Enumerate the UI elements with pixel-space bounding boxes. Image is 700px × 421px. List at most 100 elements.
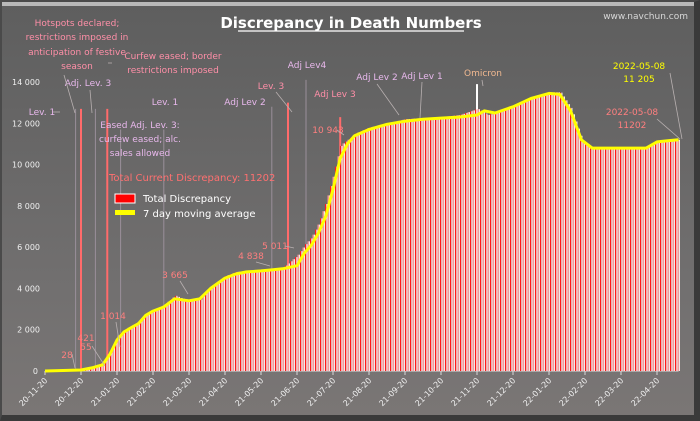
bar-gap (348, 139, 350, 371)
bar-gap (658, 140, 660, 371)
bar-gap (586, 142, 588, 371)
bar-gap (361, 131, 363, 371)
bar (137, 322, 139, 371)
bar-gap (566, 100, 568, 371)
bar (165, 303, 167, 371)
bar-gap (338, 156, 340, 371)
bar-gap (436, 117, 438, 371)
bar-gap (561, 92, 563, 371)
event-label: Curfew eased; border (124, 52, 222, 62)
bar-gap (651, 145, 653, 371)
bar-gap (323, 211, 325, 371)
bar-gap (273, 268, 275, 371)
bar (312, 234, 314, 371)
leader-line (481, 79, 484, 87)
bar (185, 299, 187, 371)
x-tick-label: 21-08-20 (341, 376, 373, 408)
bar-gap (391, 122, 393, 371)
bar (615, 148, 617, 371)
bar-gap (641, 148, 643, 371)
bar-gap (498, 111, 500, 372)
bar (255, 270, 257, 371)
bar-gap (433, 117, 435, 371)
bar-gap (343, 143, 345, 371)
bar (512, 106, 514, 371)
bar (467, 112, 469, 372)
bar-gap (288, 263, 290, 371)
bar (627, 148, 629, 371)
moving-average-line (44, 91, 679, 373)
bar-gap (351, 137, 353, 371)
bar-gap (611, 148, 613, 371)
x-tick-label: 21-04-20 (197, 376, 229, 408)
bar-gap (106, 358, 108, 371)
bar (200, 299, 202, 371)
bar (405, 119, 407, 372)
bar-gap (623, 148, 625, 371)
bar-gap (656, 142, 658, 371)
event-label: anticipation of festive (28, 48, 126, 58)
bar-gap (98, 364, 100, 371)
bar-gap (266, 269, 268, 371)
bar (290, 261, 292, 371)
bar (625, 148, 627, 371)
bar-gap (648, 147, 650, 371)
bar (332, 176, 334, 371)
bar-gap (546, 93, 548, 371)
bar (482, 111, 484, 371)
bar (602, 148, 604, 371)
bar (327, 195, 329, 371)
bar-gap (291, 261, 293, 371)
bar-gap (336, 166, 338, 371)
event-label: Adj Lev 2 (224, 98, 265, 108)
bar-gap (423, 118, 425, 371)
bar (107, 354, 109, 371)
bar (237, 271, 239, 371)
value-label: 3 665 (162, 271, 188, 281)
bar (587, 144, 589, 371)
leader-line (419, 81, 423, 119)
bar (517, 104, 519, 371)
bar (257, 270, 259, 371)
bar-gap (171, 299, 173, 371)
bar (177, 296, 179, 371)
bar-gap (151, 311, 153, 371)
bar-gap (301, 251, 303, 371)
bar (655, 142, 657, 371)
bar (465, 112, 467, 371)
bar (495, 112, 497, 372)
bar-gap (211, 287, 213, 371)
bar (547, 92, 549, 372)
bar (662, 140, 664, 371)
bar-gap (286, 265, 288, 371)
leader-line (669, 72, 683, 140)
bar (635, 148, 637, 371)
bar (175, 295, 177, 371)
bar-gap (303, 247, 305, 371)
bar (135, 323, 137, 371)
bar-gap (513, 106, 515, 371)
bar-gap (526, 101, 528, 372)
leader-line (255, 261, 271, 267)
bar (157, 307, 159, 371)
bar (422, 118, 424, 371)
bar-gap (511, 107, 513, 372)
leader-line (91, 345, 106, 367)
legend-swatch-total (114, 193, 136, 204)
bar-gap (116, 340, 118, 371)
event-label: sales allowed (110, 149, 170, 159)
bar-gap (313, 234, 315, 371)
bar-gap (308, 241, 310, 371)
leader-line (179, 280, 189, 295)
bar-gap (238, 271, 240, 371)
bar (247, 270, 249, 371)
bar (270, 268, 272, 371)
bar (572, 114, 574, 371)
bar (595, 148, 597, 371)
bar (155, 309, 157, 371)
bar (275, 268, 277, 371)
bar (540, 95, 542, 372)
bar-gap (593, 148, 595, 371)
bar (557, 92, 559, 372)
bar (450, 116, 452, 371)
